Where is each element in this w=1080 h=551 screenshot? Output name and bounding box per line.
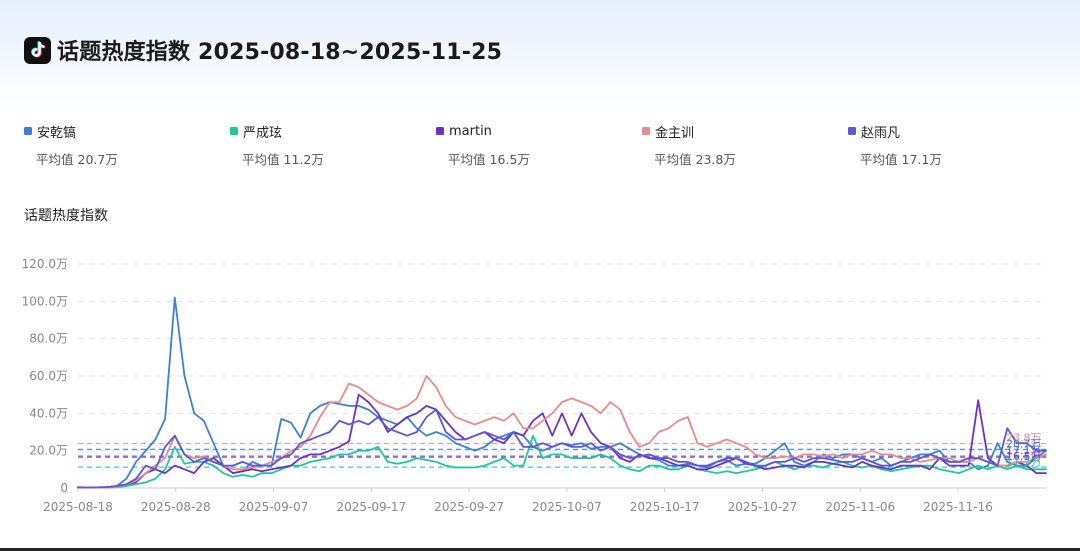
legend-avg-value: 17.1万 bbox=[901, 152, 942, 167]
average-value-label-4: 17.1万 bbox=[1006, 444, 1042, 457]
chart-title: 话题热度指数 bbox=[24, 208, 108, 224]
legend-avg-label: 平均值 bbox=[860, 152, 898, 167]
x-tick-label: 2025-10-07 bbox=[532, 500, 602, 514]
x-tick-label: 2025-08-28 bbox=[141, 500, 211, 514]
series-line-4 bbox=[77, 408, 1047, 489]
legend-avg-value: 20.7万 bbox=[77, 152, 118, 167]
legend-avg-label: 平均值 bbox=[242, 152, 280, 167]
y-tick-label: 120.0万 bbox=[22, 257, 68, 271]
legend-avg-label: 平均值 bbox=[36, 152, 74, 167]
y-tick-label: 0 bbox=[60, 481, 68, 495]
legend-item-2[interactable]: martin 平均值 16.5万 bbox=[436, 122, 530, 168]
series-line-2 bbox=[77, 393, 1047, 489]
legend-avg-label: 平均值 bbox=[654, 152, 692, 167]
x-tick-label: 2025-09-27 bbox=[434, 500, 504, 514]
header: 话题热度指数 2025-08-18~2025-11-25 bbox=[24, 34, 502, 66]
y-tick-label: 60.0万 bbox=[29, 369, 68, 383]
legend-swatch bbox=[436, 127, 444, 135]
bottom-border bbox=[0, 548, 1080, 551]
average-value-label-3: 23.8万 bbox=[1006, 432, 1042, 445]
average-value-label-2: 16.5万 bbox=[1006, 450, 1042, 463]
legend-item-1[interactable]: 严成玹 平均值 11.2万 bbox=[230, 122, 324, 168]
legend-name: 安乾镐 bbox=[37, 125, 77, 141]
y-tick-label: 80.0万 bbox=[29, 332, 68, 346]
legend-item-4[interactable]: 赵雨凡 平均值 17.1万 bbox=[848, 122, 942, 168]
legend-avg-label: 平均值 bbox=[448, 152, 486, 167]
legend-name: martin bbox=[449, 123, 492, 139]
legend-swatch bbox=[230, 127, 238, 135]
legend-swatch bbox=[848, 127, 856, 135]
legend-avg-value: 11.2万 bbox=[283, 152, 324, 167]
series-line-1 bbox=[77, 434, 1047, 489]
tiktok-logo-icon bbox=[24, 36, 51, 64]
y-tick-label: 20.0万 bbox=[29, 444, 68, 458]
legend-item-3[interactable]: 金主训 平均值 23.8万 bbox=[642, 122, 736, 168]
x-tick-label: 2025-09-17 bbox=[336, 500, 406, 514]
legend-item-0[interactable]: 安乾镐 平均值 20.7万 bbox=[24, 122, 118, 168]
legend-avg-value: 23.8万 bbox=[695, 152, 736, 167]
legend-swatch bbox=[24, 127, 32, 135]
legend: 安乾镐 平均值 20.7万 严成玹 平均值 11.2万 martin 平均值 1… bbox=[0, 122, 1080, 172]
x-tick-label: 2025-11-16 bbox=[923, 500, 993, 514]
average-value-label-1: 11.2万 bbox=[1006, 456, 1042, 469]
average-value-label-0: 20.7万 bbox=[1006, 438, 1042, 451]
legend-name: 金主训 bbox=[655, 125, 695, 141]
x-tick-label: 2025-08-18 bbox=[43, 500, 113, 514]
legend-name: 严成玹 bbox=[243, 125, 283, 141]
x-tick-label: 2025-10-17 bbox=[630, 500, 700, 514]
legend-avg-value: 16.5万 bbox=[489, 152, 530, 167]
x-tick-label: 2025-10-27 bbox=[728, 500, 798, 514]
y-tick-label: 100.0万 bbox=[22, 294, 68, 308]
x-tick-label: 2025-11-06 bbox=[825, 500, 895, 514]
x-tick-label: 2025-09-07 bbox=[239, 500, 309, 514]
legend-swatch bbox=[642, 127, 650, 135]
series-line-3 bbox=[77, 375, 1047, 489]
legend-name: 赵雨凡 bbox=[861, 125, 901, 141]
y-tick-label: 40.0万 bbox=[29, 406, 68, 420]
page-title: 话题热度指数 2025-08-18~2025-11-25 bbox=[57, 40, 503, 65]
